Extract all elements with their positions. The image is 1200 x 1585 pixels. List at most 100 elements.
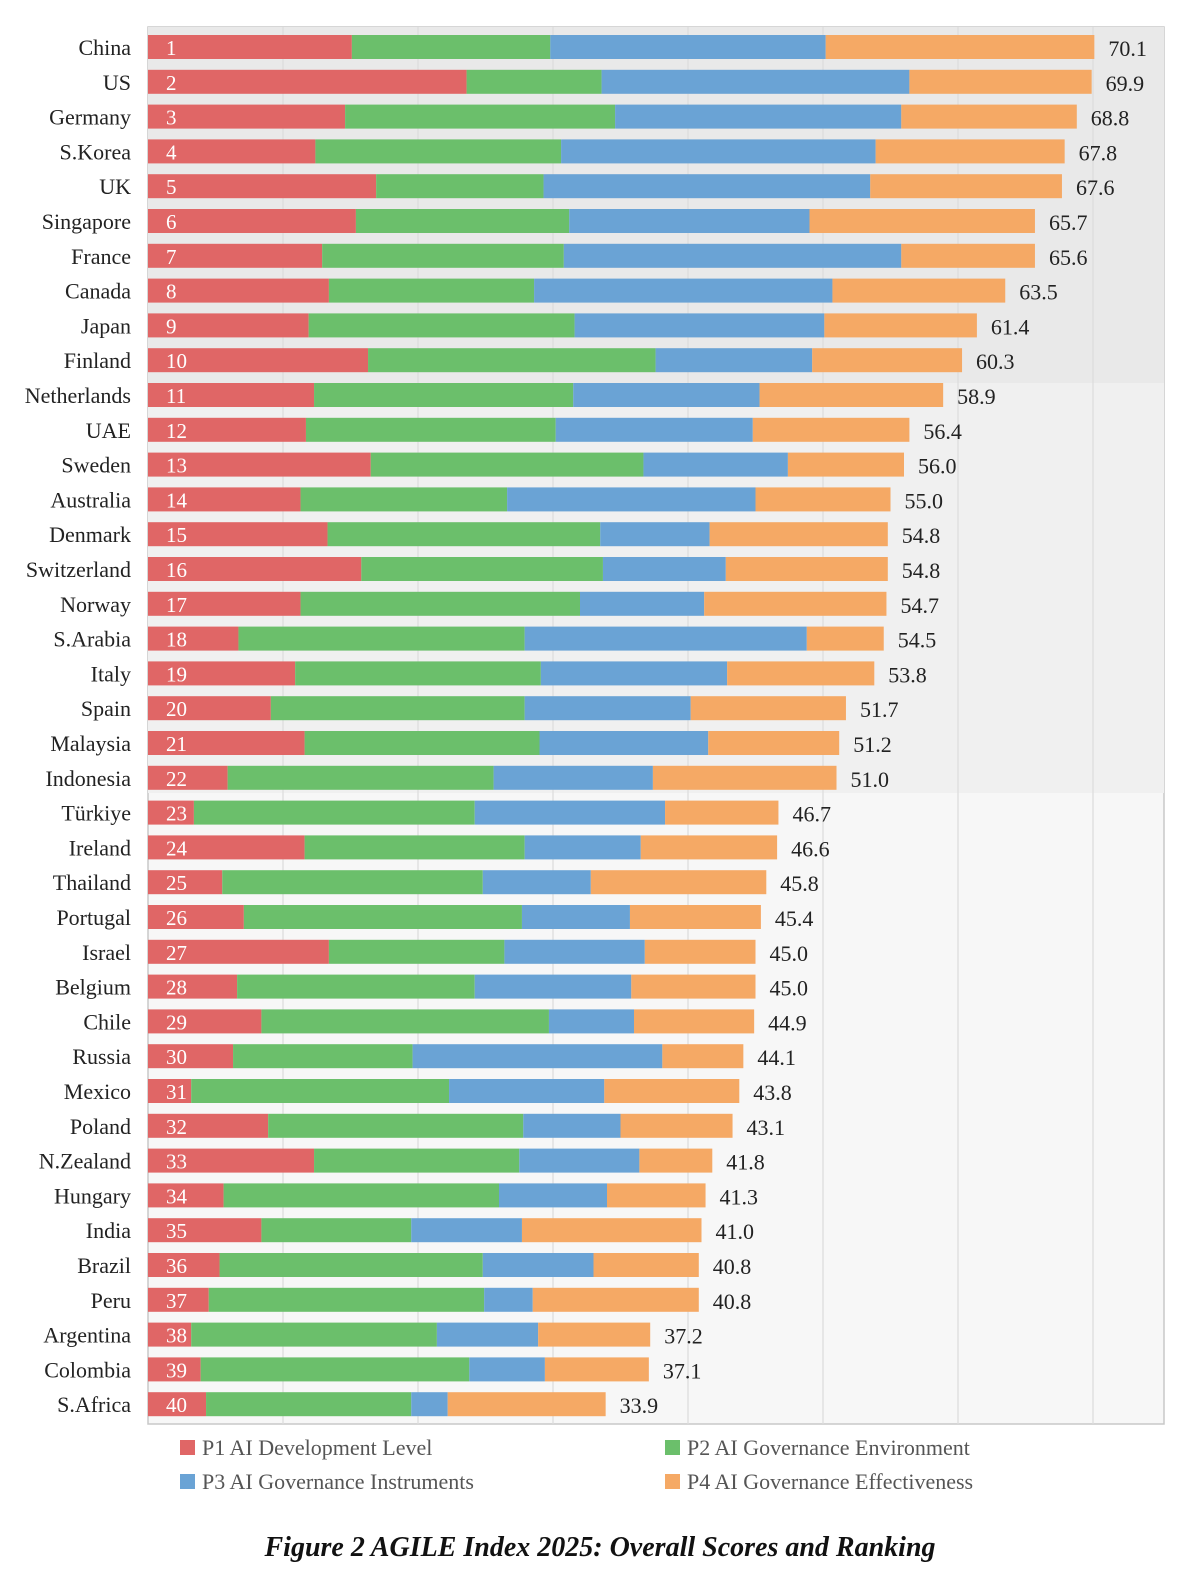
- bar-segment: [368, 348, 656, 373]
- bar-segment: [652, 765, 837, 790]
- chart-background: [147, 26, 1165, 1425]
- rank-label: 2: [166, 71, 177, 95]
- rank-label: 8: [166, 280, 177, 304]
- bars: [148, 35, 1095, 1417]
- bar-segment: [314, 1148, 520, 1173]
- bar-segment: [148, 1253, 220, 1277]
- bar-segment: [304, 835, 525, 860]
- bar-segment: [499, 1183, 607, 1208]
- rank-label: 33: [166, 1150, 187, 1174]
- country-label: Russia: [72, 1044, 131, 1069]
- bar-segment: [148, 1287, 209, 1312]
- bar-segment: [540, 661, 728, 686]
- bar-segment: [555, 417, 753, 442]
- total-score-label: 41.0: [716, 1219, 755, 1244]
- country-label: Sweden: [61, 453, 131, 478]
- country-label: Ireland: [69, 835, 131, 860]
- bar-segment: [148, 870, 223, 895]
- bar-segment: [238, 626, 525, 651]
- country-label: Finland: [64, 348, 131, 373]
- total-score-label: 40.8: [713, 1254, 752, 1279]
- bar-segment: [548, 1009, 634, 1034]
- bar-segment: [569, 209, 810, 233]
- bar-segment: [600, 522, 710, 547]
- rank-label: 4: [166, 140, 177, 164]
- bar-segment: [482, 870, 591, 895]
- bar-segment: [640, 835, 778, 860]
- bar-segment: [534, 278, 833, 303]
- bar-segment: [304, 731, 540, 755]
- bar-segment: [148, 1148, 315, 1173]
- bar-segment: [620, 1113, 733, 1138]
- bar-segment: [327, 522, 601, 547]
- bar-segment: [148, 1322, 192, 1347]
- bar-segment: [493, 765, 653, 790]
- bar-segment: [227, 765, 494, 790]
- total-score-label: 54.8: [902, 558, 941, 583]
- country-label: Japan: [81, 313, 131, 338]
- legend-swatch: [180, 1474, 195, 1489]
- bar-segment: [148, 905, 244, 929]
- country-label: US: [103, 70, 131, 95]
- bar-segment: [200, 1357, 470, 1382]
- total-score-label: 67.8: [1079, 140, 1118, 165]
- bar-segment: [449, 1079, 605, 1103]
- bar-segment: [148, 800, 194, 825]
- bar-segment: [148, 661, 296, 686]
- rank-label: 12: [166, 419, 187, 443]
- bar-segment: [436, 1322, 539, 1347]
- legend-swatch: [665, 1440, 680, 1455]
- bar-segment: [308, 313, 575, 338]
- total-score-label: 45.0: [770, 976, 809, 1001]
- country-label: UK: [99, 174, 131, 199]
- bar-segment: [148, 939, 329, 964]
- rank-label: 23: [166, 802, 187, 826]
- total-score-label: 67.6: [1076, 175, 1115, 200]
- total-score-label: 46.6: [791, 836, 830, 861]
- country-label: Switzerland: [26, 557, 131, 582]
- bar-segment: [148, 1044, 234, 1069]
- legend-label: P1 AI Development Level: [202, 1435, 432, 1460]
- bar-segment: [521, 1218, 702, 1243]
- bar-segment: [474, 800, 666, 825]
- country-label: Netherlands: [25, 383, 131, 408]
- bar-segment: [901, 104, 1077, 129]
- bar-segment: [148, 1183, 224, 1208]
- rank-label: 14: [166, 488, 188, 512]
- bar-segment: [328, 939, 505, 964]
- bar-segment: [870, 174, 1062, 199]
- country-label: Indonesia: [45, 766, 131, 791]
- country-label: S.Korea: [60, 139, 132, 164]
- total-score-label: 45.0: [770, 941, 809, 966]
- bar-segment: [208, 1287, 485, 1312]
- country-label: Norway: [60, 592, 131, 617]
- bar-segment: [268, 1113, 524, 1138]
- bar-segment: [300, 487, 508, 512]
- legend-swatch: [665, 1474, 680, 1489]
- country-label: Germany: [49, 105, 131, 130]
- total-score-label: 63.5: [1019, 280, 1058, 305]
- total-score-label: 51.2: [853, 732, 892, 757]
- total-score-label: 44.1: [757, 1045, 796, 1070]
- bar-segment: [222, 870, 483, 895]
- bar-segment: [328, 278, 535, 303]
- total-score-label: 43.8: [753, 1080, 792, 1105]
- bar-segment: [148, 522, 328, 547]
- bar-segment: [447, 1392, 606, 1417]
- bar-segment: [466, 69, 602, 94]
- rank-label: 11: [166, 384, 186, 408]
- country-label: Colombia: [44, 1357, 131, 1382]
- labels: China 1 70.1 US 2 69.9 Germany 3 68.8 S.Korea 4 67.…: [25, 35, 1147, 1418]
- total-score-label: 51.7: [860, 697, 899, 722]
- rank-label: 32: [166, 1115, 187, 1139]
- rank-label: 3: [166, 106, 177, 130]
- country-label: Poland: [70, 1114, 131, 1139]
- total-score-label: 33.9: [620, 1393, 659, 1418]
- bar-segment: [631, 974, 756, 999]
- bar-segment: [755, 487, 891, 512]
- bar-segment: [411, 1392, 448, 1417]
- bar-segment: [148, 243, 323, 268]
- bar-segment: [148, 69, 467, 94]
- total-score-label: 65.6: [1049, 245, 1088, 270]
- total-score-label: 56.0: [918, 454, 957, 479]
